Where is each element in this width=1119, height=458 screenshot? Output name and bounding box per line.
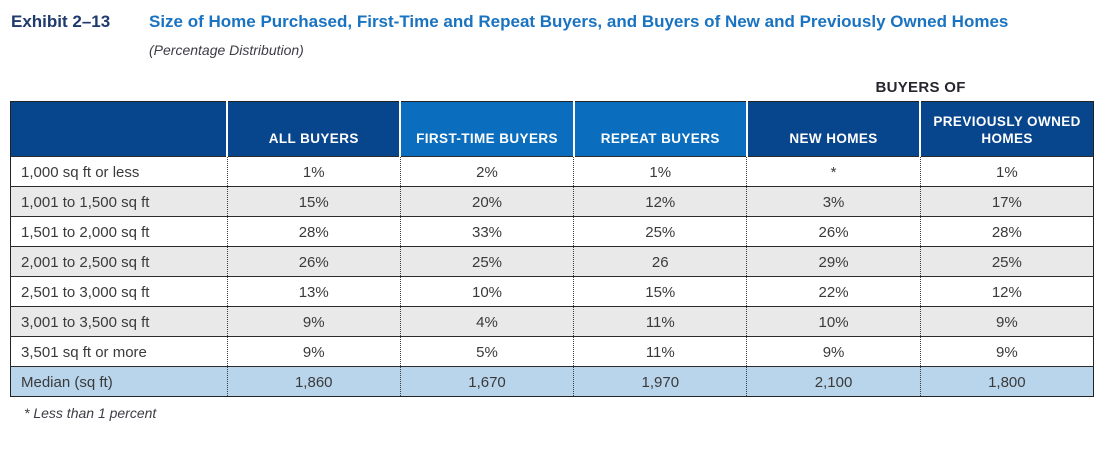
table-cell: 26%: [746, 216, 921, 247]
column-header-new-homes: NEW HOMES: [745, 101, 921, 157]
column-header-previously-owned-homes: PREVIOUSLY OWNED HOMES: [919, 101, 1094, 157]
exhibit-title: Size of Home Purchased, First-Time and R…: [149, 12, 1009, 31]
column-header-all-buyers: ALL BUYERS: [226, 101, 401, 157]
table-cell-median: 1,670: [399, 366, 574, 397]
group-header-row: BUYERS OF: [10, 79, 1094, 96]
table-cell: 20%: [399, 186, 574, 217]
table-cell: 13%: [226, 276, 401, 307]
table-cell: 25%: [573, 216, 747, 247]
table-cell: 3%: [746, 186, 921, 217]
table-cell: 22%: [746, 276, 921, 307]
row-label: 1,501 to 2,000 sq ft: [10, 216, 228, 247]
table-cell: 1%: [919, 156, 1094, 187]
exhibit-table: ALL BUYERS FIRST-TIME BUYERS REPEAT BUYE…: [10, 101, 1094, 397]
table-cell: 4%: [399, 306, 574, 337]
title-block: Exhibit 2–13 Size of Home Purchased, Fir…: [0, 10, 1119, 58]
row-label: 1,001 to 1,500 sq ft: [10, 186, 228, 217]
row-label-median: Median (sq ft): [10, 366, 228, 397]
table-row: 1,000 sq ft or less 1% 2% 1% * 1%: [10, 156, 1094, 187]
table-row: 1,501 to 2,000 sq ft 28% 33% 25% 26% 28%: [10, 216, 1094, 247]
column-header-blank: [10, 101, 228, 157]
table-cell: 1%: [573, 156, 747, 187]
table-cell-footnote-marker: *: [746, 156, 921, 187]
table-footnote: * Less than 1 percent: [24, 405, 157, 421]
table-cell: 1%: [226, 156, 401, 187]
row-label: 3,001 to 3,500 sq ft: [10, 306, 228, 337]
table-cell-median: 2,100: [746, 366, 921, 397]
row-label: 2,501 to 3,000 sq ft: [10, 276, 228, 307]
table-cell: 33%: [399, 216, 574, 247]
table-cell: 15%: [573, 276, 747, 307]
table-cell: 12%: [919, 276, 1094, 307]
table-cell: 9%: [746, 336, 921, 367]
table-cell: 10%: [399, 276, 574, 307]
median-row: Median (sq ft) 1,860 1,670 1,970 2,100 1…: [10, 366, 1094, 397]
table-cell: 9%: [226, 306, 401, 337]
table-cell: 11%: [573, 306, 747, 337]
table-cell: 26%: [226, 246, 401, 277]
table-row: 3,001 to 3,500 sq ft 9% 4% 11% 10% 9%: [10, 306, 1094, 337]
group-header-buyers-of: BUYERS OF: [875, 79, 966, 96]
table-area: BUYERS OF ALL BUYERS FIRST-TIME BUYERS R…: [10, 79, 1094, 421]
table-cell: 9%: [919, 306, 1094, 337]
table-cell-median: 1,800: [919, 366, 1094, 397]
column-header-first-time-buyers: FIRST-TIME BUYERS: [399, 101, 574, 157]
row-label: 3,501 sq ft or more: [10, 336, 228, 367]
title-wrap: Size of Home Purchased, First-Time and R…: [149, 10, 1119, 58]
table-cell: 28%: [919, 216, 1094, 247]
row-label: 2,001 to 2,500 sq ft: [10, 246, 228, 277]
table-row: 1,001 to 1,500 sq ft 15% 20% 12% 3% 17%: [10, 186, 1094, 217]
table-cell: 11%: [573, 336, 747, 367]
table-cell: 9%: [919, 336, 1094, 367]
table-cell: 10%: [746, 306, 921, 337]
table-cell: 25%: [919, 246, 1094, 277]
table-row: 3,501 sq ft or more 9% 5% 11% 9% 9%: [10, 336, 1094, 367]
table-cell: 9%: [226, 336, 401, 367]
table-cell-median: 1,860: [226, 366, 401, 397]
table-cell: 5%: [399, 336, 574, 367]
exhibit-label: Exhibit 2–13: [11, 12, 111, 31]
row-label: 1,000 sq ft or less: [10, 156, 228, 187]
exhibit-subtitle: (Percentage Distribution): [149, 42, 304, 58]
table-cell: 29%: [746, 246, 921, 277]
table-row: 2,001 to 2,500 sq ft 26% 25% 26 29% 25%: [10, 246, 1094, 277]
column-header-repeat-buyers: REPEAT BUYERS: [572, 101, 747, 157]
table-cell: 28%: [226, 216, 401, 247]
table-cell: 26: [573, 246, 747, 277]
table-cell: 25%: [399, 246, 574, 277]
table-cell: 17%: [919, 186, 1094, 217]
table-cell: 15%: [226, 186, 401, 217]
table-cell: 12%: [573, 186, 747, 217]
table-cell-median: 1,970: [573, 366, 747, 397]
header-row: ALL BUYERS FIRST-TIME BUYERS REPEAT BUYE…: [10, 101, 1094, 157]
table-cell: 2%: [399, 156, 574, 187]
table-row: 2,501 to 3,000 sq ft 13% 10% 15% 22% 12%: [10, 276, 1094, 307]
